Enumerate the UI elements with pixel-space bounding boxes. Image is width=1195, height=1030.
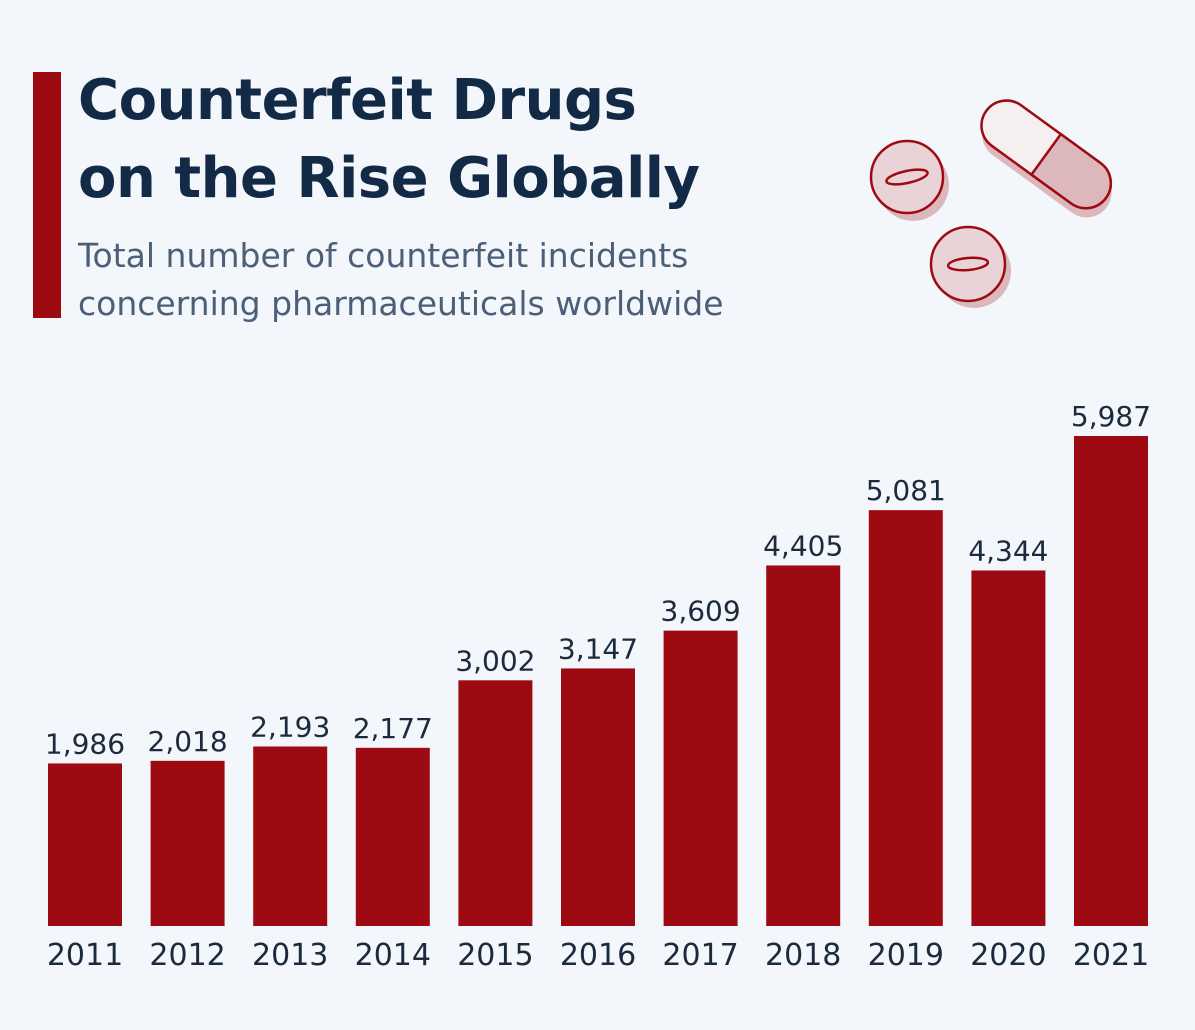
x-tick-label-2015: 2015 [457, 938, 533, 973]
title-line-2: on the Rise Globally [78, 146, 700, 211]
x-tick-label-2011: 2011 [47, 938, 123, 973]
page-subtitle: Total number of counterfeit incidents co… [78, 232, 878, 328]
bar-2011 [48, 763, 122, 926]
value-label-2015: 3,002 [455, 644, 535, 677]
pill-capsule-icon [980, 99, 1113, 218]
pill-tablet-icon [929, 225, 1011, 308]
title-accent-bar [33, 72, 61, 318]
bar-2012 [150, 760, 225, 926]
x-tick-label-2019: 2019 [868, 938, 944, 973]
bar-2019 [868, 510, 943, 926]
bar-2020 [971, 570, 1046, 926]
value-label-2016: 3,147 [558, 632, 638, 665]
value-label-2018: 4,405 [763, 529, 843, 562]
page-title: Counterfeit Drugs on the Rise Globally [78, 62, 858, 218]
bar-2021 [1074, 436, 1148, 926]
bar-2014 [355, 747, 430, 926]
x-tick-label-2017: 2017 [662, 938, 738, 973]
value-label-2019: 5,081 [866, 474, 946, 507]
x-tick-label-2016: 2016 [560, 938, 636, 973]
value-label-2011: 1,986 [45, 727, 125, 760]
subtitle-line-2: concerning pharmaceuticals worldwide [78, 284, 724, 323]
bar-2013 [253, 746, 328, 926]
subtitle-line-1: Total number of counterfeit incidents [78, 236, 689, 275]
x-tick-label-2018: 2018 [765, 938, 841, 973]
value-label-2013: 2,193 [250, 711, 330, 744]
bar-2017 [663, 630, 738, 926]
value-label-2020: 4,344 [968, 534, 1048, 567]
bar-2015 [458, 680, 533, 926]
bar-2018 [766, 565, 841, 926]
x-tick-label-2012: 2012 [149, 938, 225, 973]
x-tick-label-2021: 2021 [1073, 938, 1149, 973]
value-label-2021: 5,987 [1071, 400, 1151, 433]
pills-illustration [869, 99, 1113, 308]
pill-tablet-icon [869, 139, 949, 221]
x-tick-label-2014: 2014 [355, 938, 431, 973]
bar-2016 [561, 668, 635, 926]
value-label-2012: 2,018 [148, 725, 228, 758]
title-line-1: Counterfeit Drugs [78, 68, 637, 133]
x-tick-label-2013: 2013 [252, 938, 328, 973]
value-label-2014: 2,177 [353, 712, 433, 745]
x-tick-label-2020: 2020 [970, 938, 1046, 973]
value-label-2017: 3,609 [661, 595, 741, 628]
